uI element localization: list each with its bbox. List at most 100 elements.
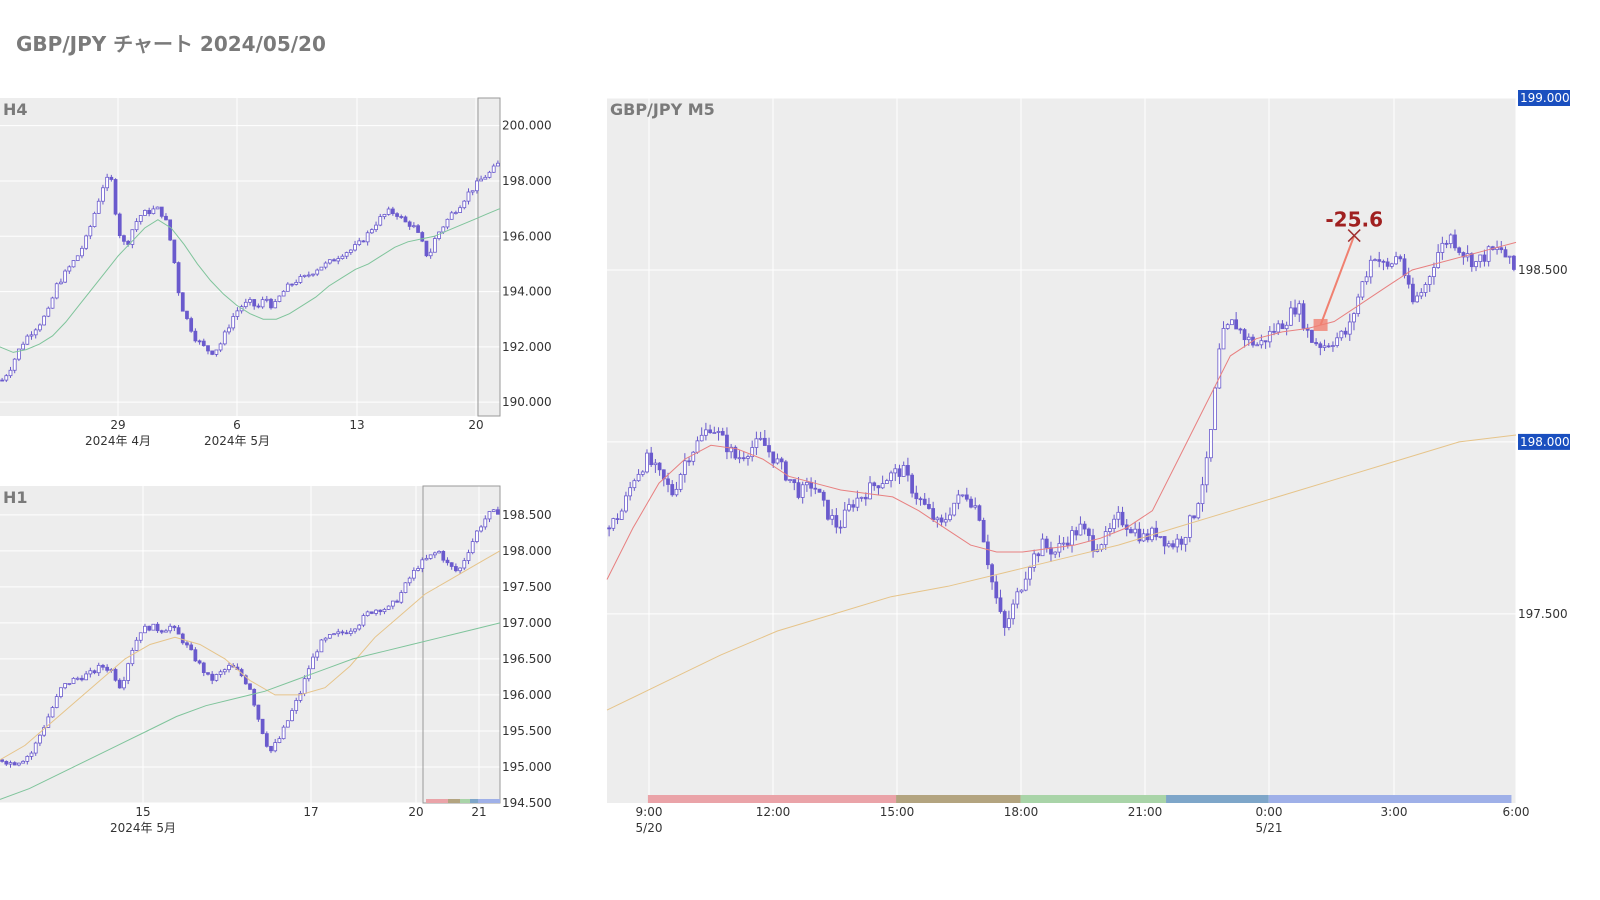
- h4-candle-body: [75, 255, 80, 261]
- h1-candle-body: [281, 726, 286, 740]
- m5-candle-body: [931, 508, 936, 521]
- m5-y-tick-label: 198.000: [1520, 435, 1570, 449]
- h4-candle-body: [8, 369, 13, 377]
- h1-candle-body: [38, 734, 42, 744]
- h1-candle-body: [126, 663, 131, 681]
- m5-candle-body: [1103, 531, 1108, 546]
- m5-x-tick-label: 18:00: [1004, 805, 1039, 819]
- m5-candle-body: [893, 468, 898, 474]
- h4-candle-body: [290, 283, 294, 286]
- h1-candle-body: [256, 704, 261, 720]
- h1-candle-body: [243, 675, 248, 685]
- m5-candle-body: [994, 581, 999, 599]
- m5-candle-body: [1444, 242, 1449, 245]
- h4-candle-body: [449, 212, 454, 220]
- h4-candle-body: [46, 307, 51, 317]
- h1-candle-body: [248, 683, 252, 690]
- m5-candle-body: [1120, 511, 1125, 526]
- m5-candle-body: [775, 458, 780, 464]
- h1-candle-body: [285, 720, 290, 728]
- h1-candle-body: [101, 664, 105, 668]
- m5-candle-body: [1419, 292, 1424, 297]
- m5-candle-body: [1196, 503, 1201, 519]
- m5-candle-body: [1154, 527, 1159, 538]
- m5-candle-body: [1036, 553, 1041, 557]
- m5-candle-body: [628, 487, 633, 497]
- m5-candle-body: [800, 484, 805, 498]
- m5-candle-body: [838, 526, 843, 529]
- h1-candle-body: [201, 662, 206, 673]
- h1-candle-body: [122, 680, 126, 689]
- m5-candle-body: [1335, 337, 1340, 346]
- m5-candle-body: [1276, 323, 1281, 333]
- h4-x-sub-label: 2024年 5月: [204, 434, 270, 448]
- m5-candle-body: [1234, 319, 1239, 330]
- m5-candle-body: [1318, 343, 1323, 348]
- h1-candle-body: [206, 672, 210, 675]
- m5-candle-body: [1086, 528, 1091, 536]
- m5-candle-body: [851, 504, 856, 508]
- m5-candle-body: [1284, 324, 1289, 330]
- h1-candle-body: [155, 623, 160, 632]
- m5-candle-body: [1263, 340, 1268, 343]
- m5-candle-body: [1499, 247, 1504, 251]
- h1-candle-body: [12, 762, 17, 766]
- h1-candle-body: [8, 762, 13, 765]
- h4-candle-body: [298, 276, 303, 283]
- h4-candle-body: [155, 206, 160, 210]
- h1-candle-body: [25, 756, 30, 762]
- m5-candle-body: [943, 519, 948, 523]
- m5-candle-body: [1238, 328, 1243, 331]
- h1-candle-body: [470, 541, 475, 554]
- h4-candle-body: [134, 221, 139, 231]
- h4-candle-body: [147, 210, 152, 215]
- h4-candle-body: [361, 240, 366, 243]
- m5-candle-body: [1364, 276, 1369, 283]
- m5-session-bar: [1166, 795, 1269, 803]
- m5-candle-body: [1225, 324, 1230, 329]
- m5-candle-body: [918, 498, 923, 501]
- h4-candle-body: [348, 249, 353, 253]
- h4-candle-body: [336, 258, 341, 262]
- m5-candle-body: [1255, 344, 1260, 347]
- h1-x-tick-label: 17: [303, 805, 318, 819]
- m5-candle-body: [1242, 329, 1247, 341]
- h4-panel-title: H4: [3, 100, 28, 119]
- h4-candle-body: [21, 343, 25, 350]
- h1-candle-body: [29, 752, 34, 757]
- h1-candle-body: [311, 656, 315, 670]
- m5-candle-body: [817, 488, 822, 493]
- h4-candle-body: [105, 176, 110, 189]
- m5-candle-body: [1200, 484, 1205, 505]
- h4-candle-body: [67, 266, 72, 272]
- m5-candle-body: [927, 504, 931, 509]
- h1-session-bar: [470, 799, 478, 803]
- h4-candle-body: [197, 340, 202, 343]
- h4-candle-body: [126, 240, 131, 245]
- h1-candle-body: [151, 623, 156, 631]
- m5-candle-body: [1432, 267, 1436, 278]
- m5-candle-body: [762, 437, 767, 446]
- m5-candle-body: [758, 437, 763, 440]
- h1-candle-body: [340, 631, 345, 634]
- m5-session-bar: [896, 795, 1021, 803]
- h1-candle-body: [407, 577, 412, 584]
- m5-candle-body: [1259, 340, 1264, 346]
- h4-candle-body: [416, 225, 420, 233]
- h4-candle-body: [109, 176, 114, 180]
- m5-candle-body: [624, 495, 628, 512]
- h1-candle-body: [59, 687, 63, 697]
- h1-candle-body: [180, 633, 185, 644]
- h1-candle-body: [319, 639, 324, 653]
- h4-candle-body: [130, 229, 135, 245]
- m5-candle-body: [1091, 535, 1095, 552]
- h1-candle-body: [466, 552, 471, 561]
- m5-candle-body: [657, 462, 662, 471]
- m5-candle-body: [1385, 261, 1390, 267]
- m5-candle-body: [1166, 543, 1171, 547]
- m5-candle-body: [1192, 515, 1196, 519]
- m5-candle-body: [1040, 538, 1045, 557]
- m5-candle-body: [607, 527, 611, 530]
- h4-candle-body: [466, 191, 471, 202]
- h4-candle-body: [235, 310, 240, 317]
